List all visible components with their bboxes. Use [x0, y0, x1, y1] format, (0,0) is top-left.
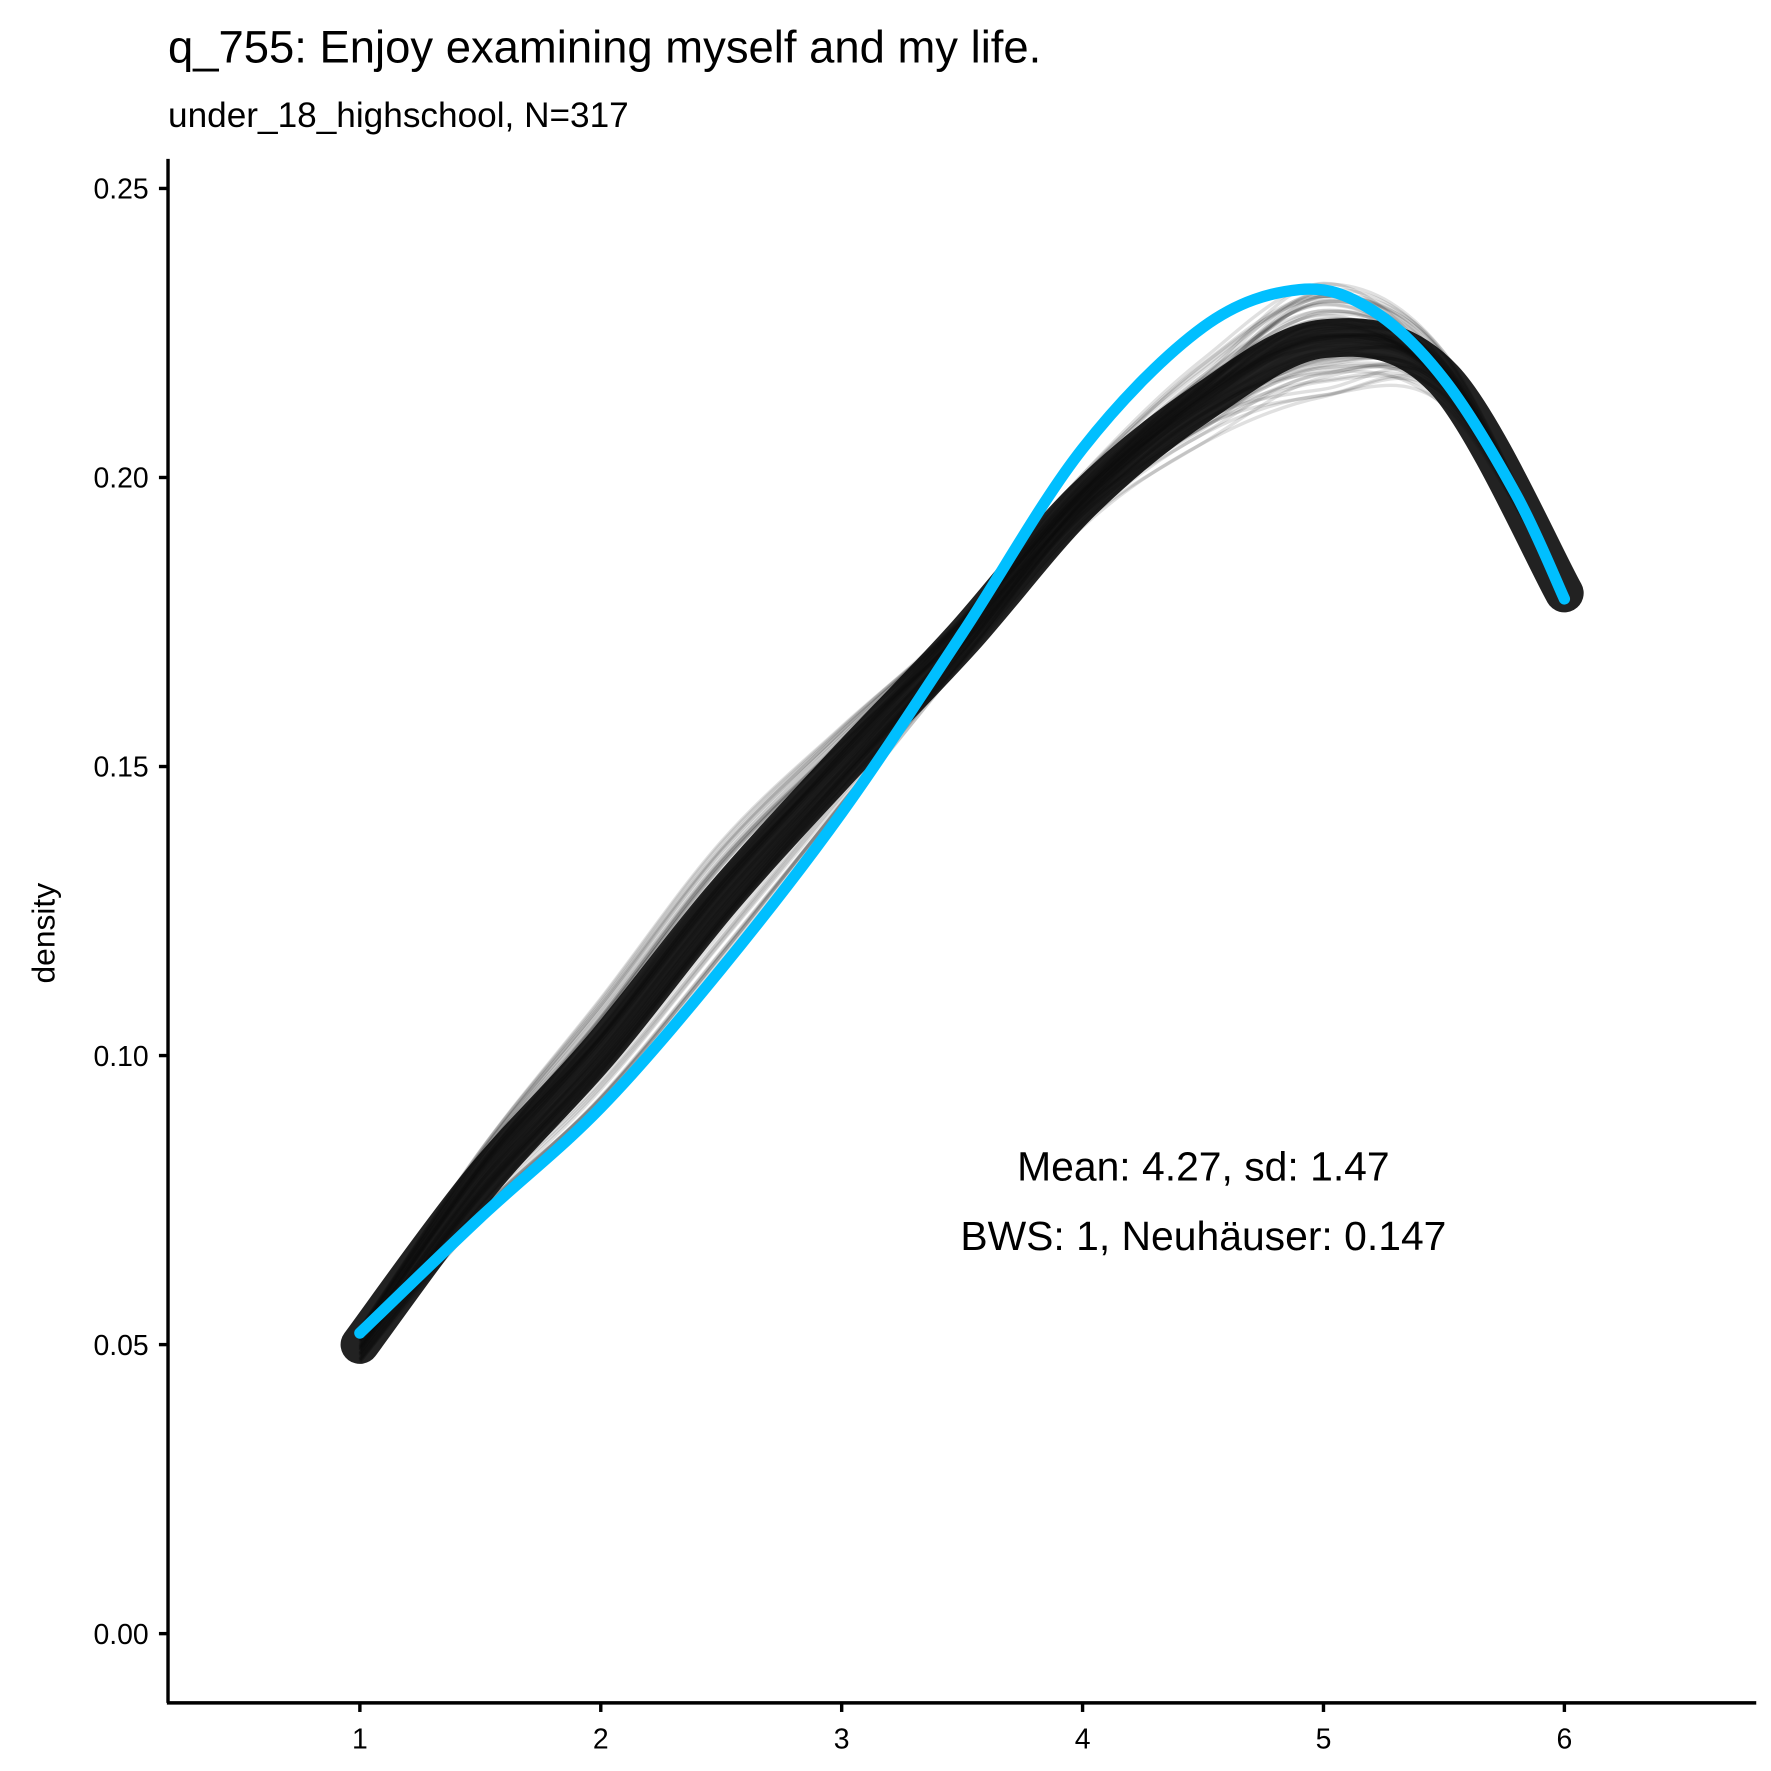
- simulated-curve: [358, 330, 1566, 1347]
- simulated-curve: [358, 318, 1566, 1361]
- x-tick-label: 3: [834, 1723, 850, 1755]
- simulated-curve: [358, 383, 1566, 1358]
- simulated-curve: [358, 308, 1566, 1357]
- simulated-curve: [358, 369, 1566, 1350]
- simulated-curve: [358, 290, 1566, 1350]
- simulated-curve: [358, 345, 1566, 1352]
- simulated-curve: [358, 361, 1566, 1362]
- simulated-curve: [358, 299, 1566, 1357]
- simulated-curve: [358, 356, 1566, 1347]
- simulated-curves: [340, 281, 1584, 1364]
- simulated-curve: [358, 333, 1566, 1356]
- simulated-curve: [358, 364, 1566, 1355]
- simulated-curve: [358, 333, 1566, 1351]
- y-tick-label: 0.05: [93, 1330, 148, 1362]
- simulated-curve: [358, 342, 1566, 1363]
- simulated-curve: [358, 371, 1566, 1355]
- simulated-curve: [358, 318, 1566, 1355]
- simulated-curve: [358, 332, 1566, 1362]
- simulated-curve: [358, 335, 1566, 1362]
- simulated-curve: [358, 320, 1566, 1349]
- simulated-curve: [358, 337, 1566, 1350]
- y-tick-label: 0.20: [93, 463, 148, 495]
- simulated-curve: [358, 363, 1566, 1355]
- simulated-curve: [358, 355, 1566, 1352]
- simulated-curve: [358, 352, 1566, 1361]
- x-tick-label: 2: [593, 1723, 609, 1755]
- simulated-curve: [358, 321, 1566, 1352]
- simulated-curve: [358, 338, 1566, 1345]
- simulated-curve: [358, 355, 1566, 1344]
- x-tick-label: 4: [1075, 1723, 1091, 1755]
- simulated-curve: [358, 324, 1566, 1351]
- simulated-curve: [358, 341, 1566, 1355]
- chart-subtitle: under_18_highschool, N=317: [168, 96, 629, 135]
- stats-annotation-tests: BWS: 1, Neuhäuser: 0.147: [960, 1213, 1446, 1259]
- x-tick-label: 5: [1316, 1723, 1332, 1755]
- simulated-curve: [358, 351, 1566, 1342]
- simulated-curve: [358, 293, 1566, 1349]
- simulated-curve: [358, 364, 1566, 1360]
- simulated-curve: [358, 356, 1566, 1352]
- simulated-curve: [358, 311, 1566, 1348]
- observed-density-line: [354, 283, 1571, 1339]
- y-tick-label: 0.15: [93, 752, 148, 784]
- simulated-curve: [358, 362, 1566, 1356]
- simulated-curve: [358, 374, 1566, 1342]
- simulated-curve: [358, 362, 1566, 1341]
- y-axis-label: density: [25, 883, 61, 984]
- y-tick-label: 0.25: [93, 174, 148, 206]
- stats-annotation-mean: Mean: 4.27, sd: 1.47: [1017, 1144, 1390, 1190]
- simulated-curve: [358, 344, 1566, 1361]
- simulated-curve: [358, 317, 1566, 1346]
- simulated-curve: [358, 366, 1566, 1349]
- x-tick-label: 6: [1556, 1723, 1572, 1755]
- simulated-curve: [358, 353, 1566, 1348]
- simulated-curve: [358, 309, 1566, 1358]
- simulated-curve: [358, 322, 1566, 1348]
- y-tick-label: 0.00: [93, 1619, 148, 1651]
- simulated-curve: [358, 351, 1566, 1341]
- chart-title: q_755: Enjoy examining myself and my lif…: [168, 21, 1041, 72]
- simulated-curve-core: [340, 318, 1584, 1364]
- simulated-curve: [358, 333, 1566, 1351]
- y-tick-label: 0.10: [93, 1041, 148, 1073]
- simulated-curve: [358, 326, 1566, 1346]
- x-tick-label: 1: [352, 1723, 368, 1755]
- simulated-curve: [358, 345, 1566, 1341]
